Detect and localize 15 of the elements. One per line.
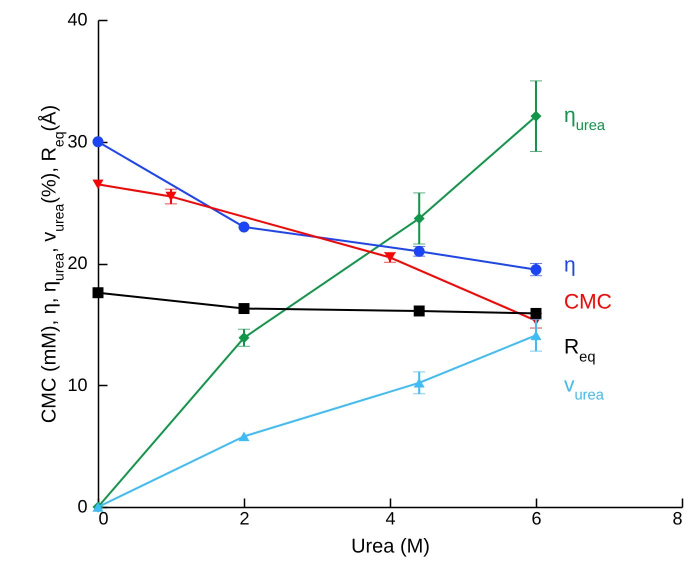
x-tick-label: 2 [239, 508, 250, 528]
x-axis-title: Urea (M) [351, 536, 430, 558]
series-label: v$_{urea}$ [564, 373, 605, 404]
series-label: R$_{eq}$ [564, 335, 596, 366]
series-label: η [564, 254, 576, 277]
y-tick-label: 20 [67, 253, 88, 273]
x-tick-label: 8 [672, 508, 682, 528]
y-tick-label: 30 [67, 131, 88, 152]
series-label: CMC [564, 290, 612, 314]
x-tick-label: 4 [385, 508, 396, 528]
y-tick-label: 10 [67, 374, 88, 395]
series-label: η$_{urea}$ [564, 104, 606, 134]
y-tick-label: 40 [67, 10, 88, 30]
x-tick-label: 0 [98, 508, 109, 528]
x-tick-label: 6 [531, 508, 542, 528]
